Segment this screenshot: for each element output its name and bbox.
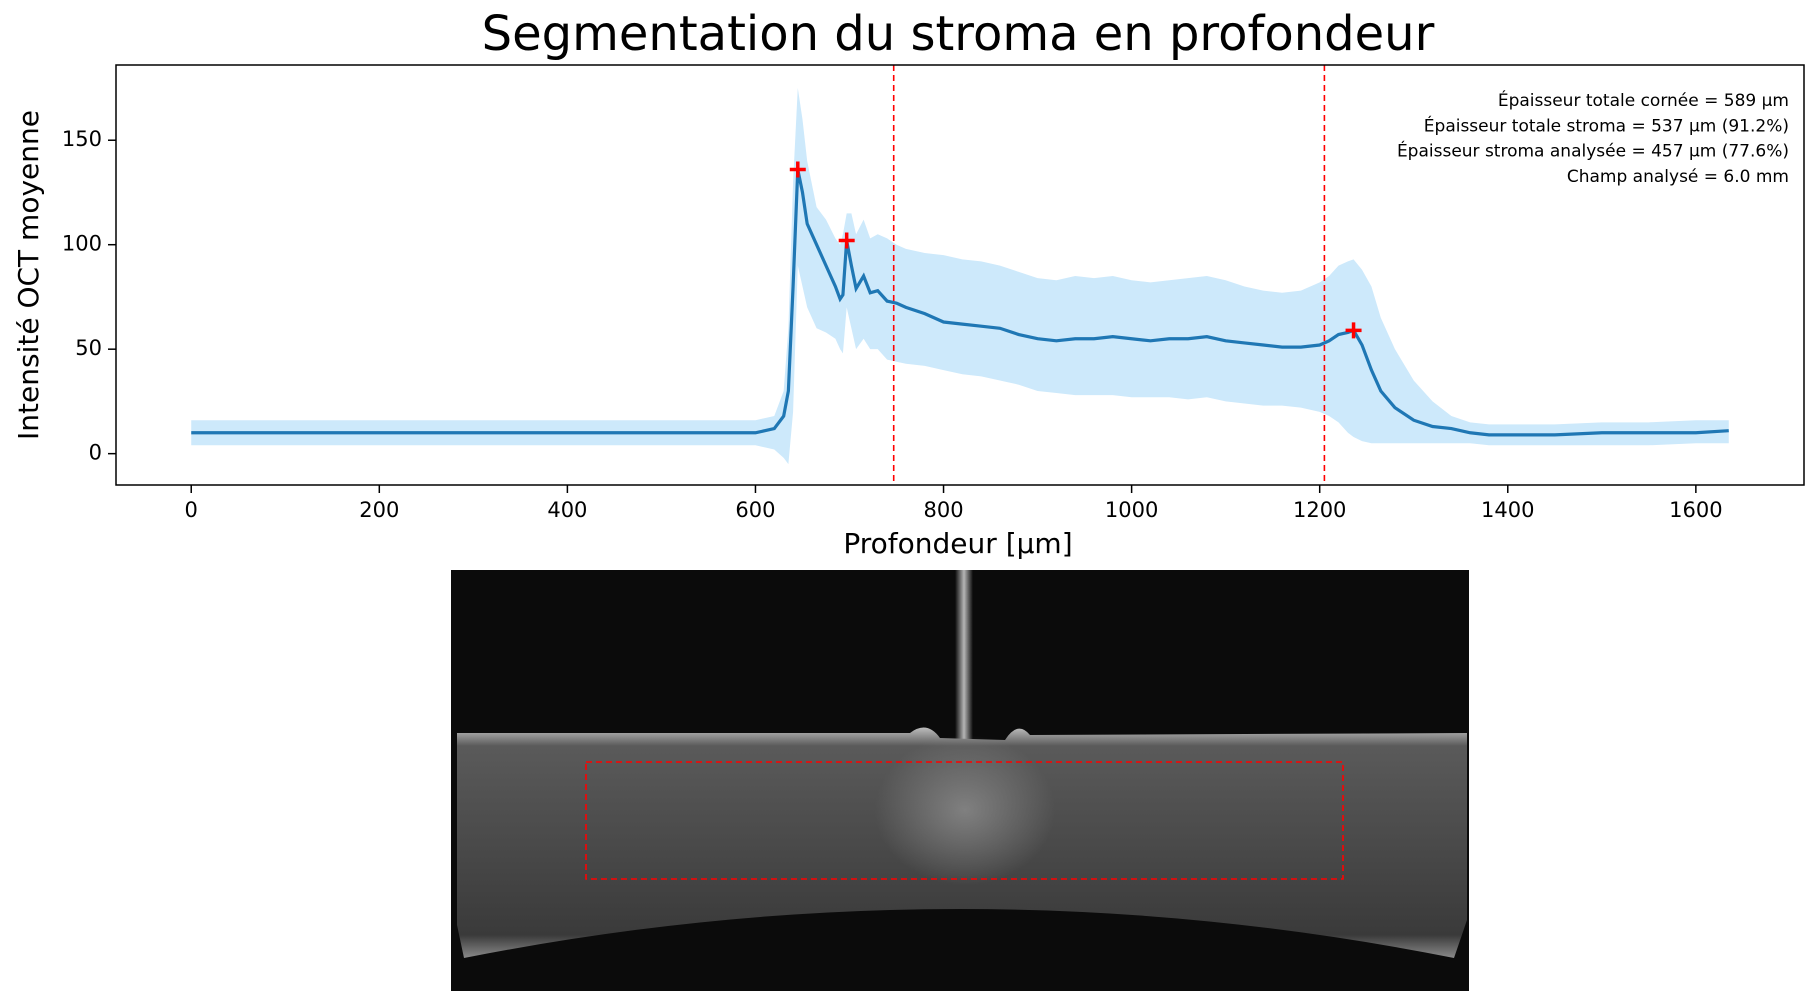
x-tick-label: 600 <box>735 498 775 522</box>
peak-marker <box>789 161 806 178</box>
peak-marker <box>1345 322 1362 339</box>
x-axis-label: Profondeur [µm] <box>843 527 1072 560</box>
y-tick-label: 50 <box>75 336 102 360</box>
x-tick-label: 200 <box>359 498 399 522</box>
y-tick-label: 0 <box>89 441 102 465</box>
x-tick-label: 0 <box>185 498 198 522</box>
annotation: Épaisseur totale stroma = 537 µm (91.2%) <box>1424 114 1789 136</box>
x-tick-label: 1200 <box>1293 498 1346 522</box>
annotation: Épaisseur stroma analysée = 457 µm (77.6… <box>1397 140 1789 162</box>
x-tick-label: 400 <box>547 498 587 522</box>
axes-frame <box>115 64 1805 486</box>
cornea-center <box>875 735 1055 885</box>
image-streak <box>955 570 973 740</box>
oct-image <box>451 570 1469 991</box>
x-tick-label: 1400 <box>1481 498 1534 522</box>
std-band <box>191 87 1729 465</box>
annotation: Épaisseur totale cornée = 589 µm <box>1498 89 1789 111</box>
x-tick-label: 800 <box>923 498 963 522</box>
chart-title: Segmentation du stroma en profondeur <box>482 6 1435 62</box>
x-tick-label: 1600 <box>1669 498 1722 522</box>
annotation: Champ analysé = 6.0 mm <box>1567 167 1789 187</box>
peak-marker <box>838 232 855 249</box>
analysis-region <box>585 761 1344 880</box>
y-tick-label: 150 <box>62 127 102 151</box>
y-tick-label: 100 <box>62 232 102 256</box>
plot-area: 0 200 400 600 800 1000 1200 1400 1600 0 50 100 150 Ép… <box>62 64 1805 522</box>
y-axis-label: Intensité OCT moyenne <box>12 110 45 440</box>
x-tick-label: 1000 <box>1105 498 1158 522</box>
